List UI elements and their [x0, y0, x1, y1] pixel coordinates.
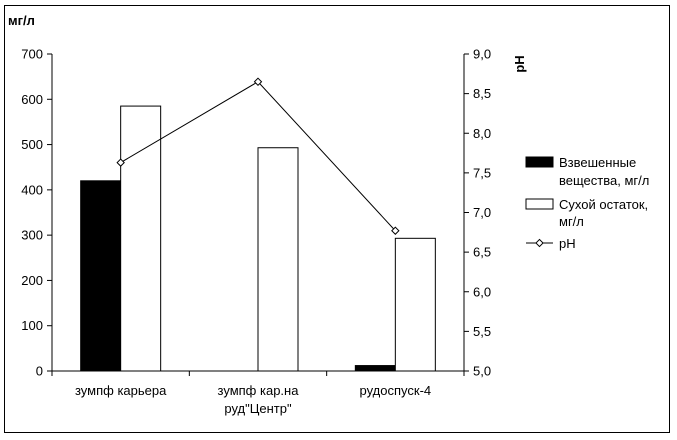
x-tick-label: зумпф карьера	[75, 383, 167, 398]
y-left-tick-label: 100	[21, 318, 43, 333]
bar-dry-residue	[394, 237, 436, 372]
legend-label: мг/л	[559, 214, 584, 229]
y-left-tick-label: 600	[21, 92, 43, 107]
legend-swatch-ph-marker	[535, 238, 544, 248]
ph-point	[391, 226, 400, 235]
y-right-tick-label: 6,0	[473, 284, 491, 299]
y-right-tick-label: 7,0	[473, 205, 491, 220]
ph-point	[253, 77, 263, 86]
y-left-axis-label: мг/л	[8, 13, 35, 28]
legend-label: Сухой остаток,	[559, 197, 648, 212]
y-right-tick-label: 8,0	[473, 126, 491, 141]
legend-swatch-dry-residue	[525, 198, 554, 210]
y-right-axis-label: pH	[512, 55, 527, 72]
y-left-tick-label: 200	[21, 273, 43, 288]
bar-dry-residue	[257, 147, 299, 372]
x-tick-label: рудоспуск-4	[360, 383, 432, 398]
bar-suspended-solids	[354, 365, 396, 372]
y-left-tick-label: 500	[21, 137, 43, 152]
legend-label: вещества, мг/л	[559, 173, 649, 188]
y-right-tick-label: 8,5	[473, 86, 491, 101]
legend-label: pH	[559, 236, 576, 251]
bar-suspended-solids	[80, 180, 122, 372]
bar-dry-residue	[120, 105, 162, 372]
x-tick-label: зумпф кар.на	[218, 383, 300, 398]
ph-point	[116, 158, 125, 167]
y-left-tick-label: 0	[36, 364, 43, 379]
y-right-tick-label: 5,0	[473, 364, 491, 379]
y-left-tick-label: 700	[21, 47, 43, 62]
y-left-tick-label: 400	[21, 182, 43, 197]
legend-label: Взвешенные	[559, 155, 636, 170]
y-right-tick-label: 5,5	[473, 324, 491, 339]
legend-swatch-suspended-solids	[525, 156, 554, 168]
y-right-tick-label: 6,5	[473, 245, 491, 260]
y-right-tick-label: 7,5	[473, 165, 491, 180]
x-tick-label: руд"Центр"	[224, 401, 292, 416]
y-left-tick-label: 300	[21, 228, 43, 243]
y-right-tick-label: 9,0	[473, 47, 491, 62]
